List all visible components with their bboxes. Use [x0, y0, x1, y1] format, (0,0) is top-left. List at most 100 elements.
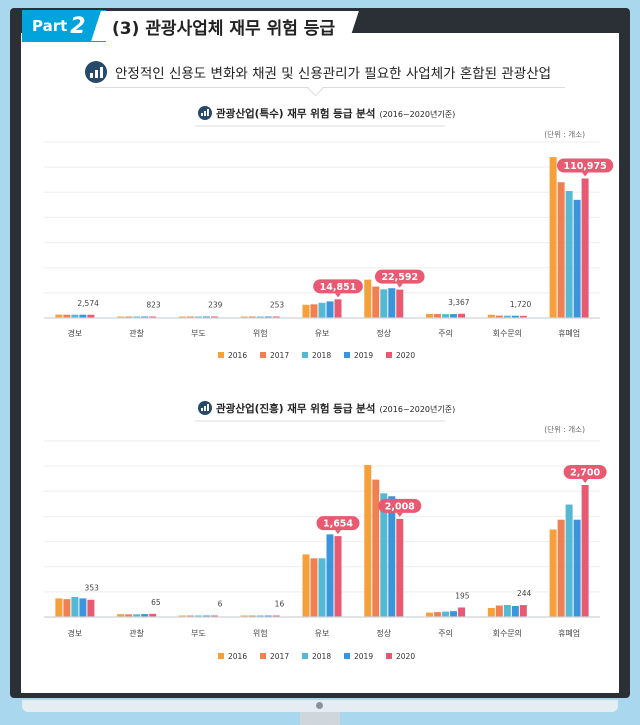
data-label: 110,975 [563, 161, 606, 172]
bar-2017 [248, 316, 256, 318]
bar-2019 [79, 598, 87, 617]
bar-2020 [87, 599, 95, 617]
x-tick-label: 휴폐업 [558, 628, 580, 638]
bar-chart-icon-bar [201, 113, 203, 116]
bar-2017 [434, 314, 442, 318]
bar-2018 [503, 315, 511, 318]
bar-2017 [495, 605, 503, 617]
bar-2018 [503, 605, 511, 617]
x-tick-label: 위험 [253, 329, 268, 338]
bar-2018 [318, 302, 326, 318]
data-label: 823 [146, 301, 161, 310]
bar-2019 [264, 615, 272, 617]
data-label: 16 [275, 600, 285, 609]
bar-2017 [186, 316, 194, 318]
bar-2016 [240, 615, 248, 617]
bar-2020 [396, 518, 404, 617]
x-tick-label: 회수문의 [493, 628, 522, 638]
bar-2016 [302, 304, 310, 318]
legend-swatch [260, 653, 266, 659]
legend-label: 2020 [396, 652, 415, 661]
bar-2016 [178, 615, 186, 617]
data-label: 239 [208, 301, 223, 310]
bar-2020 [581, 178, 589, 318]
bar-2020 [396, 289, 404, 318]
legend-swatch [302, 653, 308, 659]
data-label: 22,592 [381, 272, 418, 283]
data-label: 2,700 [570, 468, 600, 479]
chart-title: 관광산업(특수) 재무 위험 등급 분석 (2016~2020년기준) [216, 107, 455, 120]
bar-2018 [565, 504, 573, 617]
bar-2017 [557, 182, 565, 318]
bar-2016 [240, 316, 248, 318]
bar-2019 [388, 496, 396, 617]
data-label: 3,367 [448, 298, 470, 307]
bar-2018 [318, 558, 326, 617]
data-label: 65 [151, 598, 161, 607]
bar-2019 [573, 519, 581, 617]
legend-label: 2016 [228, 652, 247, 661]
data-label: 2,574 [77, 299, 99, 308]
bar-chart-icon-bar [207, 109, 209, 116]
bar-2020 [519, 315, 527, 318]
bar-2018 [194, 615, 202, 617]
bar-2018 [133, 614, 141, 617]
legend-swatch [344, 352, 350, 358]
bar-chart-icon [85, 61, 107, 83]
value-callout-pointer [335, 530, 341, 535]
legend-label: 2018 [312, 351, 331, 360]
x-tick-label: 회수문의 [493, 328, 522, 338]
bar-2018 [442, 314, 450, 318]
bar-2016 [302, 554, 310, 617]
bar-2017 [125, 614, 133, 617]
bar-2018 [133, 316, 141, 318]
data-label: 253 [270, 301, 285, 310]
bar-2016 [426, 612, 434, 617]
bar-2019 [264, 316, 272, 318]
data-label: 244 [517, 589, 532, 598]
chart-title-main: 관광산업(진흥) 재무 위험 등급 분석 [216, 402, 375, 415]
bar-2020 [334, 299, 342, 318]
x-tick-label: 관찰 [129, 328, 144, 338]
legend-label: 2017 [270, 652, 289, 661]
bar-2016 [178, 316, 186, 318]
bar-2017 [310, 558, 318, 617]
bar-2019 [79, 314, 87, 318]
bar-2016 [487, 314, 495, 318]
value-callout-pointer [396, 283, 403, 288]
legend-label: 2019 [354, 652, 373, 661]
bar-2017 [372, 286, 380, 318]
legend-swatch [260, 352, 266, 358]
value-callout [316, 516, 360, 531]
bar-chart-icon-bar [204, 406, 206, 411]
legend-label: 2017 [270, 351, 289, 360]
bar-2020 [458, 607, 466, 617]
bar-2020 [210, 316, 218, 318]
bar-2016 [55, 314, 63, 318]
legend-swatch [386, 352, 392, 358]
bar-2018 [71, 596, 79, 617]
legend-swatch [218, 352, 224, 358]
bar-2017 [372, 479, 380, 617]
value-callout [313, 279, 363, 294]
unit-label: (단위 : 개소) [544, 129, 585, 139]
bar-2016 [487, 607, 495, 617]
bar-2016 [117, 316, 125, 318]
bar-2018 [71, 314, 79, 318]
data-label: 195 [455, 591, 470, 600]
bar-2018 [256, 615, 264, 617]
bar-2019 [326, 301, 334, 318]
bar-chart-icon-bar [204, 111, 206, 116]
x-tick-label: 부도 [191, 629, 206, 638]
part-number: 2 [70, 13, 86, 39]
section-title: (3) 관광사업체 재무 위험 등급 [112, 18, 336, 39]
bar-2017 [125, 316, 133, 318]
bar-2019 [511, 315, 519, 318]
x-tick-label: 위험 [253, 629, 268, 638]
value-callout [378, 498, 422, 513]
bar-2017 [434, 612, 442, 617]
bar-2017 [63, 599, 71, 617]
bar-2017 [310, 304, 318, 318]
value-callout-pointer [582, 479, 589, 483]
